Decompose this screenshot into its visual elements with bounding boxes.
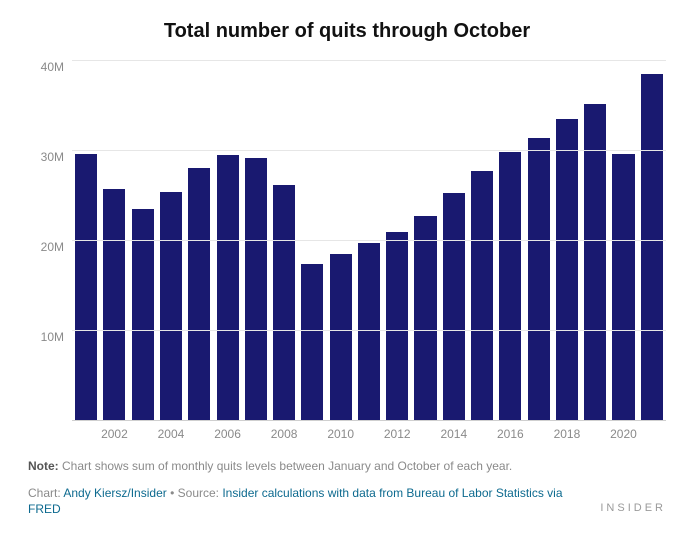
bar-slot xyxy=(185,61,213,421)
x-tick-label: 2014 xyxy=(440,427,468,441)
bar xyxy=(188,168,210,421)
bar xyxy=(386,232,408,421)
bar-slot xyxy=(383,61,411,421)
gridline xyxy=(72,150,666,151)
bar xyxy=(160,192,182,421)
x-tick-label: 2016 xyxy=(496,427,524,441)
x-tick-label xyxy=(355,427,383,441)
baseline xyxy=(72,420,666,421)
chart-note: Note: Chart shows sum of monthly quits l… xyxy=(28,459,666,473)
bar xyxy=(641,74,663,421)
x-tick-label xyxy=(638,427,666,441)
bar-slot xyxy=(72,61,100,421)
source-separator: • xyxy=(170,486,178,500)
bar-slot xyxy=(581,61,609,421)
bar xyxy=(103,189,125,421)
bar-slot xyxy=(609,61,637,421)
bar-slot xyxy=(411,61,439,421)
x-tick-label xyxy=(525,427,553,441)
bar-slot xyxy=(157,61,185,421)
y-tick-label: 30M xyxy=(28,150,64,164)
bars-group xyxy=(72,61,666,421)
bar-slot xyxy=(355,61,383,421)
x-tick-label xyxy=(298,427,326,441)
source-row: Chart: Andy Kiersz/Insider • Source: Ins… xyxy=(28,485,666,517)
bar-slot xyxy=(270,61,298,421)
y-tick-label: 40M xyxy=(28,60,64,74)
bar xyxy=(301,264,323,422)
bar-slot xyxy=(553,61,581,421)
bar-slot xyxy=(129,61,157,421)
bar xyxy=(528,138,550,421)
x-tick-label: 2004 xyxy=(157,427,185,441)
x-tick-label xyxy=(581,427,609,441)
bar-slot xyxy=(496,61,524,421)
source-prefix: Source: xyxy=(178,486,219,500)
source-left: Chart: Andy Kiersz/Insider • Source: Ins… xyxy=(28,485,580,517)
bar xyxy=(75,154,97,421)
x-axis: 2002 2004 2006 2008 2010 2012 2014 2016 2018 2020 xyxy=(72,427,666,441)
x-tick-label xyxy=(72,427,100,441)
bar-slot xyxy=(440,61,468,421)
x-tick-label xyxy=(129,427,157,441)
bar xyxy=(273,185,295,421)
bar-slot xyxy=(468,61,496,421)
bar-slot xyxy=(242,61,270,421)
bar xyxy=(499,152,521,421)
bar xyxy=(358,243,380,421)
plot-area xyxy=(72,61,666,421)
x-tick-label xyxy=(242,427,270,441)
x-tick-label: 2006 xyxy=(213,427,241,441)
chart-area: 2002 2004 2006 2008 2010 2012 2014 2016 2018 2020… xyxy=(28,61,666,441)
chart-container: Total number of quits through October 20… xyxy=(0,0,694,531)
bar-slot xyxy=(327,61,355,421)
note-prefix: Note: xyxy=(28,459,59,473)
chart-title: Total number of quits through October xyxy=(28,20,666,43)
chart-credit-link[interactable]: Andy Kiersz/Insider xyxy=(63,486,166,500)
bar xyxy=(471,171,493,421)
x-tick-label: 2010 xyxy=(327,427,355,441)
chart-credit-prefix: Chart: xyxy=(28,486,61,500)
bar xyxy=(556,119,578,421)
bar xyxy=(443,193,465,421)
bar xyxy=(612,154,634,421)
x-tick-label xyxy=(185,427,213,441)
x-tick-label: 2020 xyxy=(609,427,637,441)
bar xyxy=(414,216,436,421)
x-tick-label: 2002 xyxy=(100,427,128,441)
y-tick-label: 20M xyxy=(28,240,64,254)
bar-slot xyxy=(100,61,128,421)
gridline xyxy=(72,330,666,331)
x-tick-label xyxy=(468,427,496,441)
x-tick-label: 2018 xyxy=(553,427,581,441)
bar-slot xyxy=(525,61,553,421)
note-text: Chart shows sum of monthly quits levels … xyxy=(62,459,512,473)
bar-slot xyxy=(213,61,241,421)
bar xyxy=(330,254,352,421)
bar xyxy=(217,155,239,421)
brand-watermark: INSIDER xyxy=(580,501,666,518)
bar xyxy=(245,158,267,421)
y-tick-label: 10M xyxy=(28,330,64,344)
x-tick-label: 2012 xyxy=(383,427,411,441)
bar xyxy=(584,104,606,421)
bar-slot xyxy=(298,61,326,421)
gridline xyxy=(72,240,666,241)
x-tick-label xyxy=(411,427,439,441)
bar-slot xyxy=(638,61,666,421)
x-tick-label: 2008 xyxy=(270,427,298,441)
gridline xyxy=(72,60,666,61)
